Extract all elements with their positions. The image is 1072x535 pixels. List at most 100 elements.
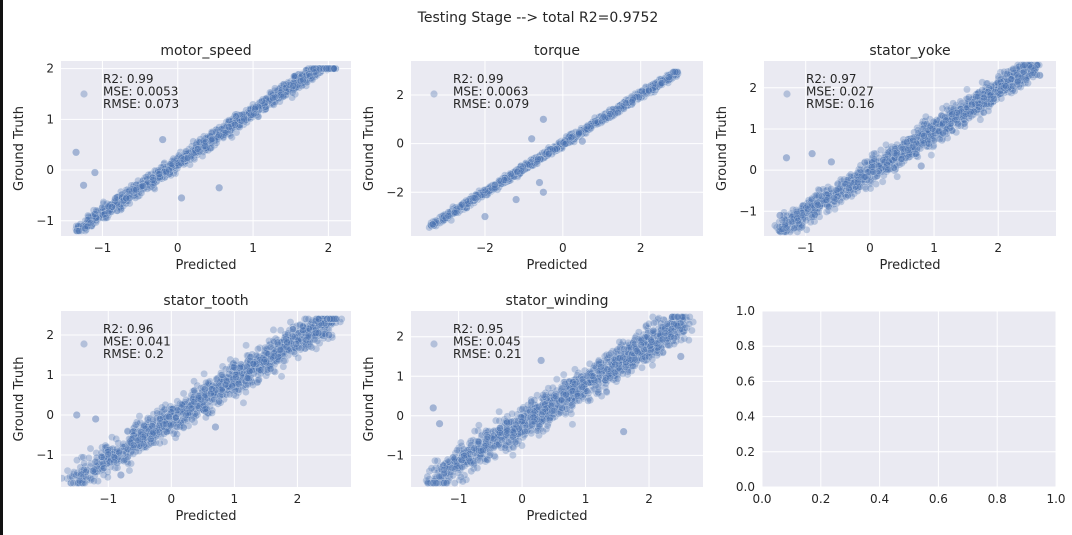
data-point	[533, 157, 542, 165]
data-point	[122, 192, 130, 201]
data-point	[598, 115, 607, 124]
data-point	[648, 81, 657, 90]
data-point	[664, 79, 672, 87]
data-point	[254, 107, 263, 116]
x-tick-label: 0	[866, 241, 874, 255]
data-point	[210, 132, 219, 141]
data-point	[664, 74, 673, 83]
data-point	[306, 65, 314, 74]
data-point	[495, 178, 504, 186]
data-point	[262, 97, 270, 105]
data-point	[452, 204, 461, 213]
data-point	[642, 85, 651, 94]
data-point	[295, 73, 304, 81]
data-point	[554, 139, 563, 148]
data-point	[667, 71, 675, 80]
data-point	[188, 142, 196, 150]
data-point	[503, 176, 511, 185]
data-point	[91, 212, 100, 221]
data-point	[166, 162, 174, 171]
data-point	[626, 99, 635, 108]
data-point	[265, 96, 274, 105]
data-point	[657, 78, 666, 87]
data-point	[442, 212, 451, 221]
data-point	[310, 69, 318, 77]
data-point	[116, 199, 125, 208]
data-point	[256, 98, 265, 106]
data-point	[454, 204, 463, 213]
data-point	[291, 71, 300, 80]
data-point	[579, 128, 588, 137]
data-point	[595, 112, 604, 121]
data-point	[540, 153, 549, 162]
data-point	[165, 169, 174, 178]
data-point	[510, 169, 519, 178]
data-point	[236, 121, 244, 129]
data-point	[551, 142, 560, 151]
data-point	[543, 145, 552, 154]
data-point	[671, 71, 680, 79]
data-point	[321, 64, 330, 73]
data-point	[648, 86, 656, 95]
data-point	[528, 160, 537, 169]
data-point	[666, 71, 675, 80]
data-point	[506, 175, 514, 183]
data-point	[994, 72, 1003, 81]
data-point	[295, 76, 304, 85]
data-point	[199, 136, 208, 145]
data-point	[199, 139, 208, 148]
data-point	[479, 188, 487, 196]
data-point	[107, 201, 115, 209]
data-point	[588, 122, 597, 130]
data-point	[472, 193, 481, 202]
data-point	[256, 101, 264, 110]
data-point	[657, 76, 665, 85]
data-point	[267, 88, 275, 97]
data-point	[232, 112, 241, 121]
data-point	[654, 78, 663, 87]
data-point	[527, 160, 536, 169]
data-point	[139, 184, 148, 193]
data-point	[176, 148, 185, 156]
data-point	[281, 88, 289, 97]
data-point	[528, 159, 537, 167]
y-axis-label: Ground Truth	[362, 106, 377, 191]
data-point	[162, 169, 170, 178]
data-point	[604, 114, 613, 122]
data-point	[433, 218, 441, 227]
data-point	[248, 111, 256, 119]
data-point	[310, 64, 318, 73]
data-point	[317, 64, 326, 73]
metric-line: MSE: 0.0053	[103, 85, 178, 99]
data-point	[256, 105, 265, 113]
y-tick-label: −1	[36, 448, 54, 462]
data-point	[149, 176, 158, 185]
data-point	[578, 129, 587, 137]
data-point	[190, 144, 199, 153]
data-point	[568, 133, 577, 141]
data-point	[110, 200, 119, 209]
data-point	[671, 70, 680, 79]
data-point	[285, 85, 293, 94]
data-point	[259, 97, 268, 106]
data-point	[616, 101, 625, 110]
data-point	[657, 77, 665, 86]
data-point	[171, 166, 179, 175]
data-point	[200, 139, 209, 148]
data-point	[502, 173, 511, 182]
data-point	[475, 191, 484, 200]
data-point	[288, 80, 297, 89]
data-point	[92, 213, 100, 222]
data-point	[670, 71, 678, 80]
data-point	[199, 142, 208, 151]
data-point	[672, 68, 681, 77]
data-point	[162, 167, 171, 176]
data-point	[484, 185, 493, 193]
data-point	[664, 73, 673, 82]
data-point	[190, 145, 199, 153]
data-point	[100, 208, 109, 217]
y-tick-label: 0	[46, 408, 54, 422]
data-point	[462, 198, 470, 207]
data-point	[191, 149, 200, 158]
data-point	[566, 130, 575, 138]
